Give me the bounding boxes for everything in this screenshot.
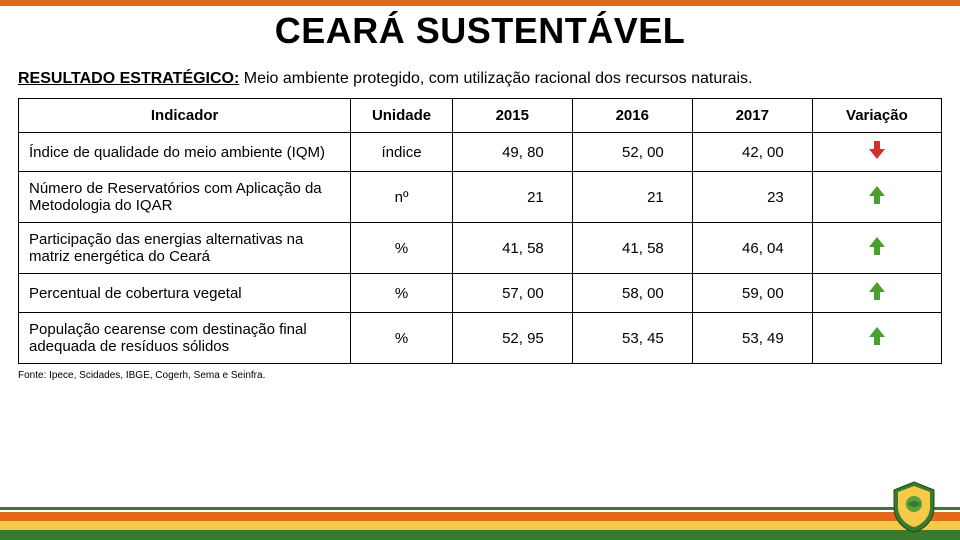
strategic-result: RESULTADO ESTRATÉGICO: Meio ambiente pro…: [0, 66, 960, 98]
col-2016: 2016: [572, 99, 692, 133]
col-variacao: Variação: [812, 99, 941, 133]
trend-up-icon: [871, 282, 883, 300]
table-row: Índice de qualidade do meio ambiente (IQ…: [19, 133, 942, 172]
cell-unidade: %: [351, 223, 453, 274]
cell-unidade: %: [351, 274, 453, 313]
cell-variacao: [812, 274, 941, 313]
cell-indicador: Número de Reservatórios com Aplicação da…: [19, 172, 351, 223]
table-row: População cearense com destinação final …: [19, 313, 942, 364]
cell-unidade: %: [351, 313, 453, 364]
cell-variacao: [812, 223, 941, 274]
footer-stripe-green: [0, 530, 960, 540]
indicators-table: Indicador Unidade 2015 2016 2017 Variaçã…: [18, 98, 942, 364]
cell-2015: 41, 58: [452, 223, 572, 274]
table-row: Número de Reservatórios com Aplicação da…: [19, 172, 942, 223]
cell-2015: 49, 80: [452, 133, 572, 172]
col-2015: 2015: [452, 99, 572, 133]
cell-variacao: [812, 313, 941, 364]
trend-up-icon: [871, 237, 883, 255]
cell-2016: 41, 58: [572, 223, 692, 274]
table-body: Índice de qualidade do meio ambiente (IQ…: [19, 133, 942, 364]
cell-2016: 21: [572, 172, 692, 223]
top-accent-bar: [0, 0, 960, 6]
cell-2017: 59, 00: [692, 274, 812, 313]
cell-variacao: [812, 172, 941, 223]
table-row: Percentual de cobertura vegetal%57, 0058…: [19, 274, 942, 313]
cell-2015: 57, 00: [452, 274, 572, 313]
source-footnote: Fonte: Ipece, Scidades, IBGE, Cogerh, Se…: [0, 364, 960, 387]
strategic-result-text: Meio ambiente protegido, com utilização …: [239, 70, 752, 87]
cell-indicador: Participação das energias alternativas n…: [19, 223, 351, 274]
cell-2016: 58, 00: [572, 274, 692, 313]
cell-2016: 52, 00: [572, 133, 692, 172]
indicators-table-wrap: Indicador Unidade 2015 2016 2017 Variaçã…: [0, 98, 960, 364]
table-row: Participação das energias alternativas n…: [19, 223, 942, 274]
page-title: CEARÁ SUSTENTÁVEL: [0, 0, 960, 66]
footer-bars: [0, 500, 960, 540]
trend-up-icon: [871, 186, 883, 204]
cell-variacao: [812, 133, 941, 172]
cell-2015: 52, 95: [452, 313, 572, 364]
cell-unidade: nº: [351, 172, 453, 223]
trend-down-icon: [871, 141, 883, 159]
cell-indicador: Percentual de cobertura vegetal: [19, 274, 351, 313]
cell-2017: 42, 00: [692, 133, 812, 172]
table-header-row: Indicador Unidade 2015 2016 2017 Variaçã…: [19, 99, 942, 133]
cell-2017: 46, 04: [692, 223, 812, 274]
cell-indicador: População cearense com destinação final …: [19, 313, 351, 364]
cell-2017: 53, 49: [692, 313, 812, 364]
col-unidade: Unidade: [351, 99, 453, 133]
cell-indicador: Índice de qualidade do meio ambiente (IQ…: [19, 133, 351, 172]
col-indicador: Indicador: [19, 99, 351, 133]
cell-2015: 21: [452, 172, 572, 223]
trend-up-icon: [871, 327, 883, 345]
cell-2017: 23: [692, 172, 812, 223]
cell-unidade: índice: [351, 133, 453, 172]
state-crest-icon: [890, 480, 938, 534]
col-2017: 2017: [692, 99, 812, 133]
strategic-result-lead: RESULTADO ESTRATÉGICO:: [18, 70, 239, 87]
footer-thin-green: [0, 507, 960, 510]
cell-2016: 53, 45: [572, 313, 692, 364]
